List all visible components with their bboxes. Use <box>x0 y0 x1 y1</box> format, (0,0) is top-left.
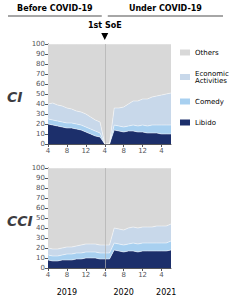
svg-text:Economic: Economic <box>195 69 229 78</box>
svg-text:Before COVID-19: Before COVID-19 <box>17 4 93 13</box>
svg-text:40: 40 <box>36 100 45 108</box>
svg-text:2020: 2020 <box>114 288 134 297</box>
svg-text:80: 80 <box>36 60 45 68</box>
svg-text:12: 12 <box>138 271 147 279</box>
svg-text:60: 60 <box>36 204 45 212</box>
svg-text:20: 20 <box>36 120 45 128</box>
svg-text:8: 8 <box>65 147 69 155</box>
svg-text:Others: Others <box>195 49 219 57</box>
svg-text:Comedy: Comedy <box>195 98 224 106</box>
svg-text:30: 30 <box>36 110 45 118</box>
svg-text:10: 10 <box>36 254 45 262</box>
svg-text:70: 70 <box>36 70 45 78</box>
svg-text:0: 0 <box>41 264 45 272</box>
svg-text:50: 50 <box>36 90 45 98</box>
svg-text:40: 40 <box>36 224 45 232</box>
svg-text:90: 90 <box>36 174 45 182</box>
svg-text:Under COVID-19: Under COVID-19 <box>129 4 202 13</box>
svg-text:12: 12 <box>81 147 90 155</box>
svg-text:4: 4 <box>46 147 51 155</box>
svg-text:10: 10 <box>36 130 45 138</box>
svg-text:CCI: CCI <box>7 213 33 229</box>
svg-text:2021: 2021 <box>156 288 176 297</box>
svg-text:8: 8 <box>121 147 125 155</box>
svg-text:CI: CI <box>7 89 22 105</box>
svg-text:90: 90 <box>36 50 45 58</box>
svg-text:12: 12 <box>138 147 147 155</box>
svg-text:0: 0 <box>41 140 45 148</box>
svg-text:2019: 2019 <box>57 288 77 297</box>
svg-text:8: 8 <box>65 271 69 279</box>
svg-text:100: 100 <box>32 40 45 48</box>
svg-text:20: 20 <box>36 244 45 252</box>
svg-text:100: 100 <box>32 164 45 172</box>
svg-text:1st SoE: 1st SoE <box>88 21 122 30</box>
svg-text:30: 30 <box>36 234 45 242</box>
svg-text:12: 12 <box>81 271 90 279</box>
svg-text:80: 80 <box>36 184 45 192</box>
svg-text:Activities: Activities <box>195 77 227 85</box>
svg-text:50: 50 <box>36 214 45 222</box>
svg-text:4: 4 <box>159 147 164 155</box>
svg-text:4: 4 <box>46 271 51 279</box>
svg-text:4: 4 <box>159 271 164 279</box>
svg-text:70: 70 <box>36 194 45 202</box>
svg-text:4: 4 <box>103 147 108 155</box>
svg-text:60: 60 <box>36 80 45 88</box>
svg-text:8: 8 <box>121 271 125 279</box>
svg-text:4: 4 <box>103 271 108 279</box>
svg-text:Libido: Libido <box>195 119 216 127</box>
